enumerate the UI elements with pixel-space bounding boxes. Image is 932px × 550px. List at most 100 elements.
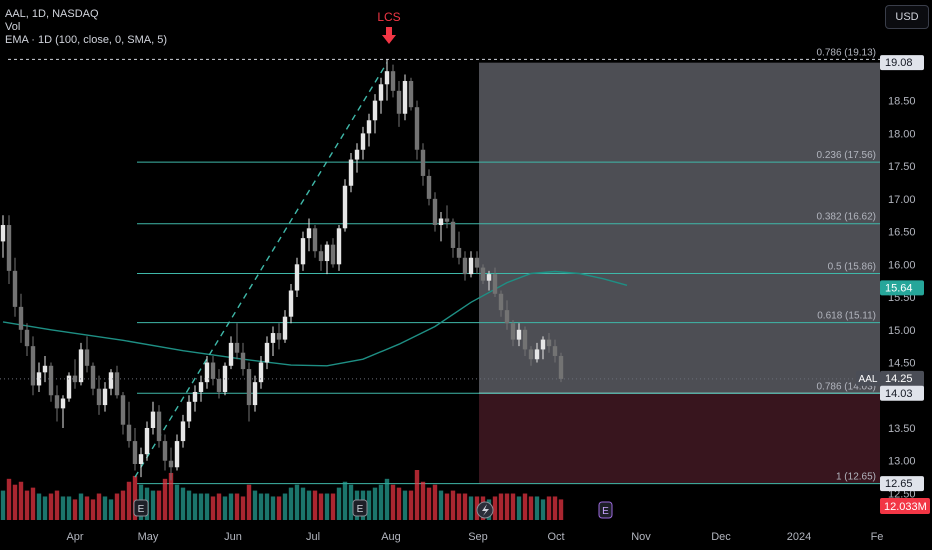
candle-body: [168, 460, 174, 468]
volume-bar: [558, 499, 564, 520]
symbol-tag-label: AAL: [859, 374, 878, 385]
candle-body: [156, 411, 162, 442]
volume-bar: [408, 490, 414, 520]
candle-body: [396, 90, 402, 114]
upcoming-earnings-icon[interactable]: [598, 501, 613, 519]
candle-body: [6, 225, 12, 271]
candle-body: [138, 454, 144, 464]
volume-bar: [372, 487, 378, 520]
volume-bars: [0, 470, 564, 520]
price-tick-label: 13.00: [888, 456, 916, 468]
candle-body: [492, 274, 498, 294]
volume-bar: [378, 484, 384, 520]
volume-indicator-label[interactable]: Vol: [5, 21, 21, 33]
stop-zone[interactable]: [479, 393, 880, 484]
price-tag-label: 14.25: [885, 373, 913, 385]
ema-indicator-label[interactable]: EMA · 1D (100, close, 0, SMA, 5): [5, 34, 168, 46]
currency-selector[interactable]: USD: [885, 5, 929, 29]
volume-bar: [402, 490, 408, 520]
candle-body: [426, 175, 432, 199]
candle-body: [24, 329, 30, 347]
trend-line[interactable]: [134, 62, 388, 478]
volume-bar: [162, 478, 168, 520]
volume-bar: [246, 484, 252, 520]
candle-body: [540, 339, 546, 350]
volume-bar: [186, 490, 192, 520]
candle-body: [342, 185, 348, 229]
chart-markers: LCS E E E: [0, 10, 880, 519]
fib-level-label: 0.786 (19.13): [817, 47, 877, 58]
candle-body: [264, 342, 270, 363]
candle-body: [186, 401, 192, 422]
candle-body: [486, 274, 492, 281]
chart-legend: AAL, 1D, NASDAQ Vol EMA · 1D (100, close…: [5, 8, 167, 47]
candle-body: [54, 395, 60, 409]
time-axis[interactable]: Apr May Jun Jul Aug Sep Oct Nov Dec 2024 Fe: [66, 531, 883, 543]
volume-bar: [102, 496, 108, 520]
price-tag: [880, 385, 924, 401]
candle-body: [330, 244, 336, 265]
volume-bar: [450, 490, 456, 520]
candle-body: [552, 346, 558, 356]
fib-level-label: 0.236 (17.56): [817, 150, 877, 161]
candle-body: [300, 238, 306, 265]
fib-level-label: 0.618 (15.11): [817, 311, 876, 322]
volume-bar: [54, 490, 60, 520]
volume-bar: [522, 493, 528, 520]
volume-bar: [336, 487, 342, 520]
volume-bar: [462, 493, 468, 520]
candle-body: [546, 339, 552, 347]
earnings-marker-icon[interactable]: [133, 499, 149, 517]
volume-bar: [312, 490, 318, 520]
volume-bar: [534, 496, 540, 520]
candle-body: [462, 257, 468, 275]
candle-body: [48, 365, 54, 396]
volume-bar: [414, 470, 420, 520]
price-tag: [880, 55, 924, 71]
volume-bar: [126, 481, 132, 520]
price-tick-label: 14.50: [888, 358, 916, 370]
price-axis[interactable]: 12.5013.0013.5014.0014.5015.0015.5016.00…: [888, 96, 916, 501]
volume-bar: [516, 496, 522, 520]
uptrend-line[interactable]: [134, 62, 388, 478]
volume-bar: [306, 490, 312, 520]
candle-body: [90, 365, 96, 389]
candle-body: [348, 159, 354, 186]
earnings-marker-label: E: [138, 504, 145, 515]
price-tick-label: 16.50: [888, 227, 916, 239]
candle-body: [42, 365, 48, 373]
volume-bar: [30, 487, 36, 520]
fib-level-label: 0.786 (14.03): [817, 381, 877, 392]
candle-body: [534, 349, 540, 360]
earnings-marker-label: E: [357, 504, 364, 515]
earnings-marker-icon[interactable]: [352, 499, 368, 517]
candle-body: [288, 290, 294, 317]
volume-bar: [108, 499, 114, 520]
candle-body: [504, 310, 510, 324]
position-zones: [479, 62, 880, 484]
candle-body: [420, 149, 426, 176]
volume-bar: [492, 496, 498, 520]
price-tick-label: 17.00: [888, 194, 916, 206]
time-tick-label: Apr: [66, 531, 83, 543]
time-tick-label: Jun: [224, 531, 242, 543]
price-tick-label: 15.00: [888, 325, 916, 337]
bolt-icon: [482, 504, 489, 516]
candle-body: [204, 362, 210, 383]
target-zone[interactable]: [479, 62, 880, 394]
candle-body: [318, 251, 324, 262]
candle-body: [216, 378, 222, 392]
candle-body: [384, 71, 390, 85]
candle-body: [114, 372, 120, 396]
symbol-title[interactable]: AAL, 1D, NASDAQ: [5, 8, 99, 20]
candle-body: [282, 316, 288, 340]
volume-bar: [198, 493, 204, 520]
candle-body: [36, 372, 42, 386]
candle-body: [414, 107, 420, 150]
volume-bar: [180, 487, 186, 520]
volume-bar: [228, 493, 234, 520]
volume-bar: [132, 475, 138, 520]
candle-body: [450, 221, 456, 248]
volume-bar: [174, 484, 180, 520]
